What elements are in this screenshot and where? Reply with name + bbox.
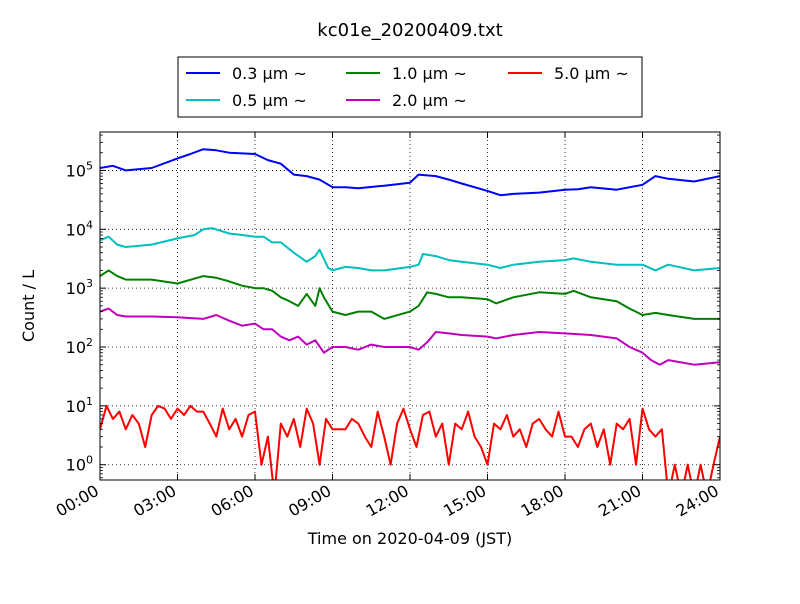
legend-label: 2.0 μm ~ bbox=[392, 91, 467, 110]
chart-title: kc01e_20200409.txt bbox=[317, 20, 502, 41]
series-line bbox=[100, 307, 720, 366]
y-tick-label-base: 10 bbox=[66, 338, 86, 357]
y-tick-label: 100 bbox=[66, 454, 93, 475]
x-axis-label: Time on 2020-04-09 (JST) bbox=[307, 529, 512, 548]
y-tick-label: 105 bbox=[66, 159, 93, 180]
y-tick-label-exponent: 1 bbox=[86, 395, 93, 408]
legend-label: 5.0 μm ~ bbox=[554, 64, 629, 83]
legend-label: 0.5 μm ~ bbox=[232, 91, 307, 110]
y-tick-label-base: 10 bbox=[66, 279, 86, 298]
y-tick-label-base: 10 bbox=[66, 220, 86, 239]
y-tick-label: 102 bbox=[66, 336, 93, 357]
y-tick-label-exponent: 4 bbox=[86, 218, 93, 231]
y-tick-label-exponent: 0 bbox=[86, 454, 93, 467]
series-line bbox=[100, 227, 720, 272]
y-tick-label-exponent: 3 bbox=[86, 277, 93, 290]
series-line bbox=[100, 404, 720, 480]
series-lines bbox=[100, 148, 720, 480]
plot-area bbox=[99, 131, 721, 481]
y-tick-label-base: 10 bbox=[66, 456, 86, 475]
legend-label: 0.3 μm ~ bbox=[232, 64, 307, 83]
y-tick-label-base: 10 bbox=[66, 397, 86, 416]
chart-legend: 0.3 μm ~ 0.5 μm ~ 1.0 μm ~ 2.0 μm ~ 5.0 μm ~ bbox=[177, 56, 643, 118]
series-line bbox=[100, 269, 720, 320]
y-axis-label: Count / L bbox=[19, 270, 38, 342]
legend-box bbox=[177, 56, 643, 118]
series-line bbox=[100, 148, 720, 197]
y-tick-label: 104 bbox=[66, 218, 93, 239]
y-tick-label: 101 bbox=[66, 395, 93, 416]
y-tick-label-exponent: 5 bbox=[86, 159, 93, 172]
y-tick-label-exponent: 2 bbox=[86, 336, 93, 349]
legend-label: 1.0 μm ~ bbox=[392, 64, 467, 83]
grid-lines bbox=[100, 132, 720, 480]
y-tick-label: 103 bbox=[66, 277, 93, 298]
axis-ticks bbox=[99, 132, 721, 480]
y-tick-label-base: 10 bbox=[66, 161, 86, 180]
